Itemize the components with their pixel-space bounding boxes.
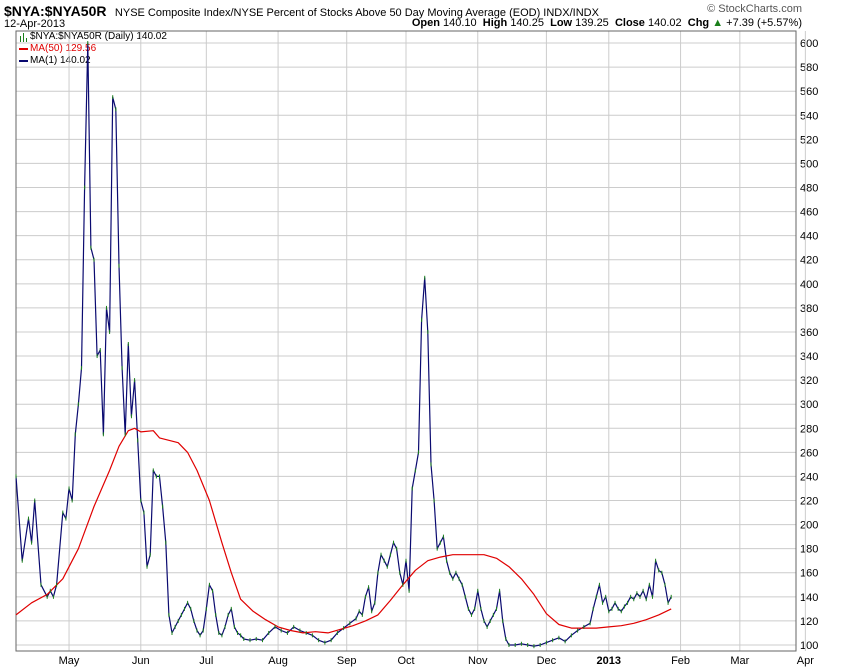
y-tick-label: 560: [800, 86, 818, 98]
legend-label-ma1: MA(1) 140.02: [30, 55, 91, 66]
x-tick-label: Sep: [337, 655, 357, 667]
up-triangle-icon: ▲: [712, 17, 724, 29]
high-value: 140.25: [510, 17, 544, 29]
y-tick-label: 120: [800, 616, 818, 628]
y-tick-label: 380: [800, 303, 818, 315]
y-tick-label: 460: [800, 207, 818, 219]
series-line-ma1: [15, 42, 672, 647]
chart-title: $NYA:$NYA50R NYSE Composite Index/NYSE P…: [4, 3, 599, 21]
y-tick-label: 360: [800, 327, 818, 339]
chg-value: +7.39 (+5.57%): [726, 17, 802, 29]
y-tick-label: 480: [800, 183, 818, 195]
y-tick-label: 240: [800, 471, 818, 483]
y-tick-label: 520: [800, 134, 818, 146]
y-tick-label: 500: [800, 158, 818, 170]
x-tick-label: May: [59, 655, 80, 667]
y-tick-label: 540: [800, 110, 818, 122]
symbol-label: $NYA:$NYA50R: [4, 3, 107, 19]
legend-item-price: $NYA:$NYA50R (Daily) 140.02: [19, 31, 167, 43]
x-tick-label: Dec: [537, 655, 557, 667]
legend-label-ma50: MA(50) 129.56: [30, 43, 97, 54]
legend-item-ma1: MA(1) 140.02: [19, 55, 167, 67]
x-tick-label: Nov: [468, 655, 488, 667]
y-tick-label: 140: [800, 592, 818, 604]
y-tick-label: 220: [800, 496, 818, 508]
high-label: High: [482, 17, 508, 29]
y-tick-label: 260: [800, 447, 818, 459]
legend-label-price: $NYA:$NYA50R (Daily) 140.02: [30, 31, 167, 42]
y-tick-label: 180: [800, 544, 818, 556]
open-value: 140.10: [443, 17, 477, 29]
x-tick-label: Mar: [730, 655, 749, 667]
y-tick-label: 440: [800, 231, 818, 243]
y-tick-label: 200: [800, 520, 818, 532]
plot-frame: [15, 30, 797, 652]
y-tick-label: 580: [800, 62, 818, 74]
y-tick-label: 600: [800, 38, 818, 50]
x-tick-label: 2013: [597, 655, 621, 667]
x-tick-label: Aug: [268, 655, 288, 667]
y-tick-label: 340: [800, 351, 818, 363]
ohlc-bars-icon: [19, 32, 28, 42]
x-tick-label: Feb: [671, 655, 690, 667]
x-tick-label: Jun: [132, 655, 150, 667]
y-tick-label: 160: [800, 568, 818, 580]
close-value: 140.02: [647, 17, 682, 29]
y-tick-label: 400: [800, 279, 818, 291]
close-label: Close: [614, 17, 645, 29]
chart-date: 12-Apr-2013: [4, 18, 66, 30]
open-label: Open: [411, 17, 440, 29]
x-tick-label: Oct: [397, 655, 414, 667]
chg-label: Chg: [687, 17, 710, 29]
low-label: Low: [550, 17, 573, 29]
y-tick-label: 320: [800, 375, 818, 387]
y-tick-label: 100: [800, 640, 818, 652]
x-tick-label: Jul: [199, 655, 213, 667]
line-icon: [19, 60, 28, 62]
symbol-description: NYSE Composite Index/NYSE Percent of Sto…: [114, 7, 599, 19]
y-tick-label: 300: [800, 399, 818, 411]
quote-summary: Open 140.10 High 140.25 Low 139.25 Close…: [412, 17, 802, 29]
chart-legend: $NYA:$NYA50R (Daily) 140.02 MA(50) 129.5…: [19, 31, 167, 67]
legend-item-ma50: MA(50) 129.56: [19, 43, 167, 55]
y-tick-label: 420: [800, 255, 818, 267]
brand-label[interactable]: © StockCharts.com: [707, 3, 802, 15]
y-tick-label: 280: [800, 423, 818, 435]
series-line-ma50: [15, 427, 672, 634]
x-tick-label: Apr: [797, 655, 814, 667]
line-icon: [19, 48, 28, 50]
low-value: 139.25: [575, 17, 609, 29]
